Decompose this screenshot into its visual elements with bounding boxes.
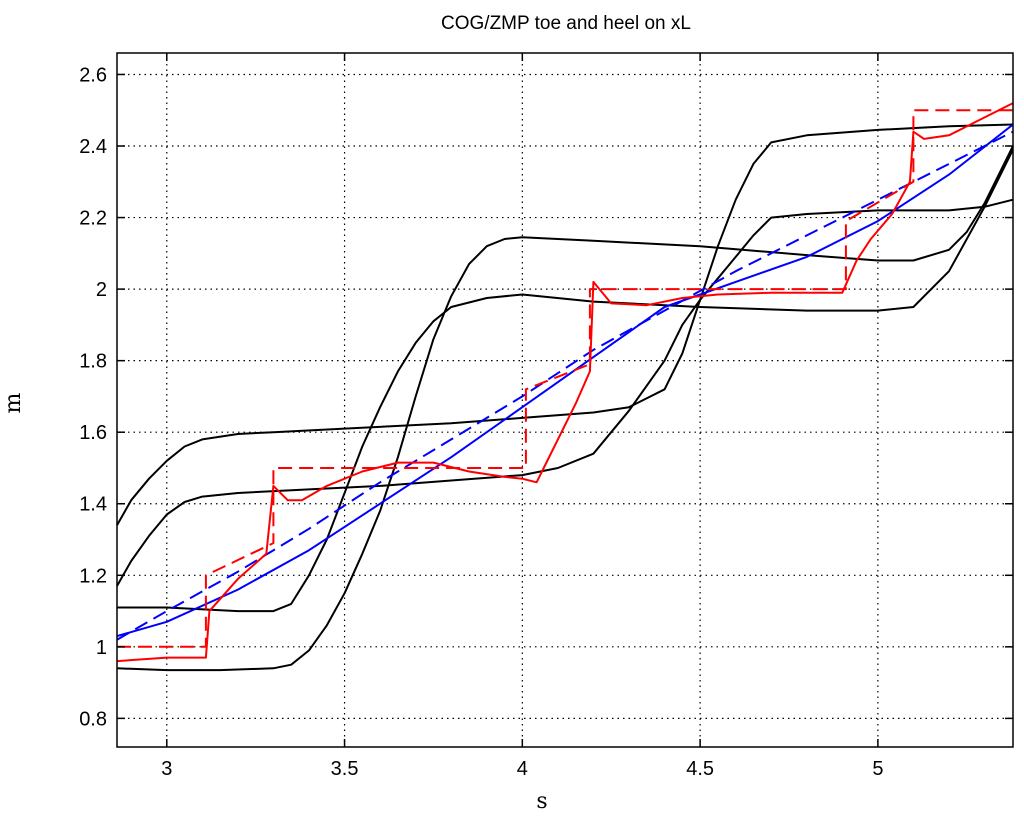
series-group bbox=[116, 102, 1014, 672]
y-tick-label: 2 bbox=[96, 279, 107, 301]
series-line-6 bbox=[117, 109, 1013, 648]
series-line-1 bbox=[116, 198, 1014, 587]
series-line-4 bbox=[116, 123, 1014, 638]
x-axis-label: s bbox=[536, 789, 547, 814]
series-line-3 bbox=[116, 145, 1014, 672]
plot-area bbox=[117, 53, 1013, 747]
y-tick-label: 1.6 bbox=[79, 422, 107, 444]
y-tick-label: 1.2 bbox=[79, 565, 107, 587]
series-line-0 bbox=[116, 123, 1014, 526]
x-tick-label: 3 bbox=[161, 758, 172, 780]
y-axis-label: m bbox=[1, 392, 26, 413]
x-tick-label: 5 bbox=[872, 758, 883, 780]
series-line-7 bbox=[116, 102, 1014, 663]
x-tick-label: 4.5 bbox=[686, 758, 714, 780]
y-tick-label: 2.2 bbox=[79, 208, 107, 230]
ticks: 3 3.5 4 4.5 5 0.8 1 1.2 1.4 1.6 1.8 2 2.2 2.4 2.6 bbox=[79, 53, 1013, 780]
x-tick-label: 4 bbox=[517, 758, 528, 780]
grid bbox=[117, 53, 1013, 747]
y-tick-label: 1.4 bbox=[79, 494, 107, 516]
y-tick-label: 2.4 bbox=[79, 136, 107, 158]
y-tick-label: 1 bbox=[96, 637, 107, 659]
chart-title: COG/ZMP toe and heel on xL bbox=[441, 13, 691, 34]
y-tick-label: 1.8 bbox=[79, 351, 107, 373]
series-line-5 bbox=[116, 130, 1014, 641]
x-tick-label: 3.5 bbox=[331, 758, 359, 780]
y-tick-label: 0.8 bbox=[79, 708, 107, 730]
y-tick-label: 2.6 bbox=[79, 64, 107, 86]
series-line-2 bbox=[117, 149, 1014, 613]
plot-frame bbox=[116, 52, 1014, 748]
